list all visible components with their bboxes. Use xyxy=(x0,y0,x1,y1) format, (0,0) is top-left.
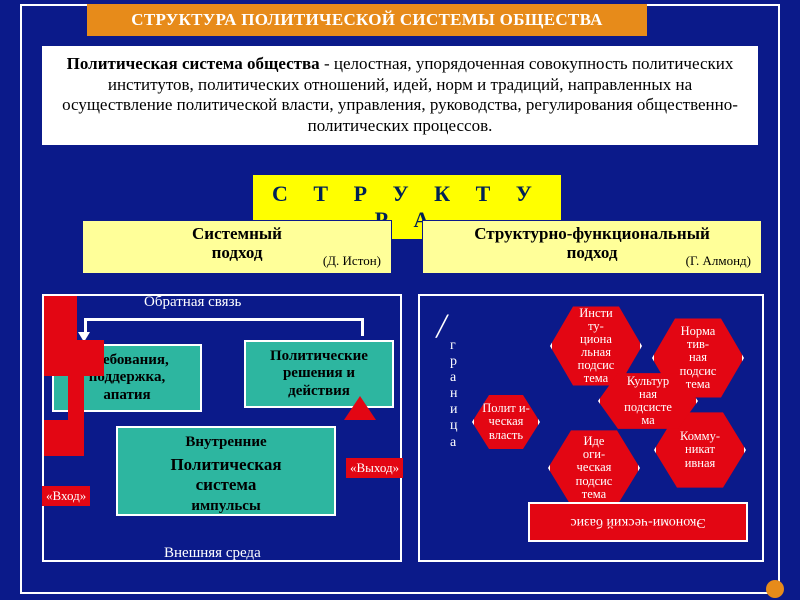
main-frame: СТРУКТУРА ПОЛИТИЧЕСКОЙ СИСТЕМЫ ОБЩЕСТВА … xyxy=(20,4,780,594)
feedback-line xyxy=(84,318,364,336)
page-title: СТРУКТУРА ПОЛИТИЧЕСКОЙ СИСТЕМЫ ОБЩЕСТВА xyxy=(87,4,647,36)
external-env-label: Внешняя среда xyxy=(164,545,261,562)
node-economic-base: Экономи-ческий базис xyxy=(528,502,748,542)
approach-systemic: Системныйподход (Д. Истон) xyxy=(82,220,392,274)
node-ideological: Идеоги-ческаяподсистема xyxy=(548,428,640,508)
node-political-power: Полит и-ческаявласть xyxy=(472,392,540,452)
definition-term: Политическая система общества xyxy=(67,54,320,73)
impulses-bot: импульсы xyxy=(122,498,330,515)
approach-structural-author: (Г. Алмонд) xyxy=(686,253,751,269)
definition-box: Политическая система общества - целостна… xyxy=(40,44,760,147)
output-arrow-icon xyxy=(344,396,376,420)
systemic-diagram: Обратная связь Требования,поддержка,апат… xyxy=(42,294,402,562)
input-chip: «Вход» xyxy=(42,486,90,506)
output-chip: «Выход» xyxy=(346,458,403,478)
slash-mark: ╱ xyxy=(436,314,448,339)
granica-label: граница xyxy=(450,338,464,451)
approach-systemic-author: (Д. Истон) xyxy=(323,253,381,269)
political-system-box: Внутренние Политическаясистема импульсы xyxy=(116,426,336,516)
impulses-top: Внутренние xyxy=(122,434,330,451)
structural-diagram: ╱ граница Полит и-ческаявласть Институ-ц… xyxy=(418,294,764,562)
approach-structural: Структурно-функциональныйподход (Г. Алмо… xyxy=(422,220,762,274)
impulses-mid: Политическаясистема xyxy=(122,455,330,494)
corner-dot-icon xyxy=(766,580,784,598)
input-arrow-icon xyxy=(44,296,104,376)
feedback-label: Обратная связь xyxy=(144,294,241,311)
